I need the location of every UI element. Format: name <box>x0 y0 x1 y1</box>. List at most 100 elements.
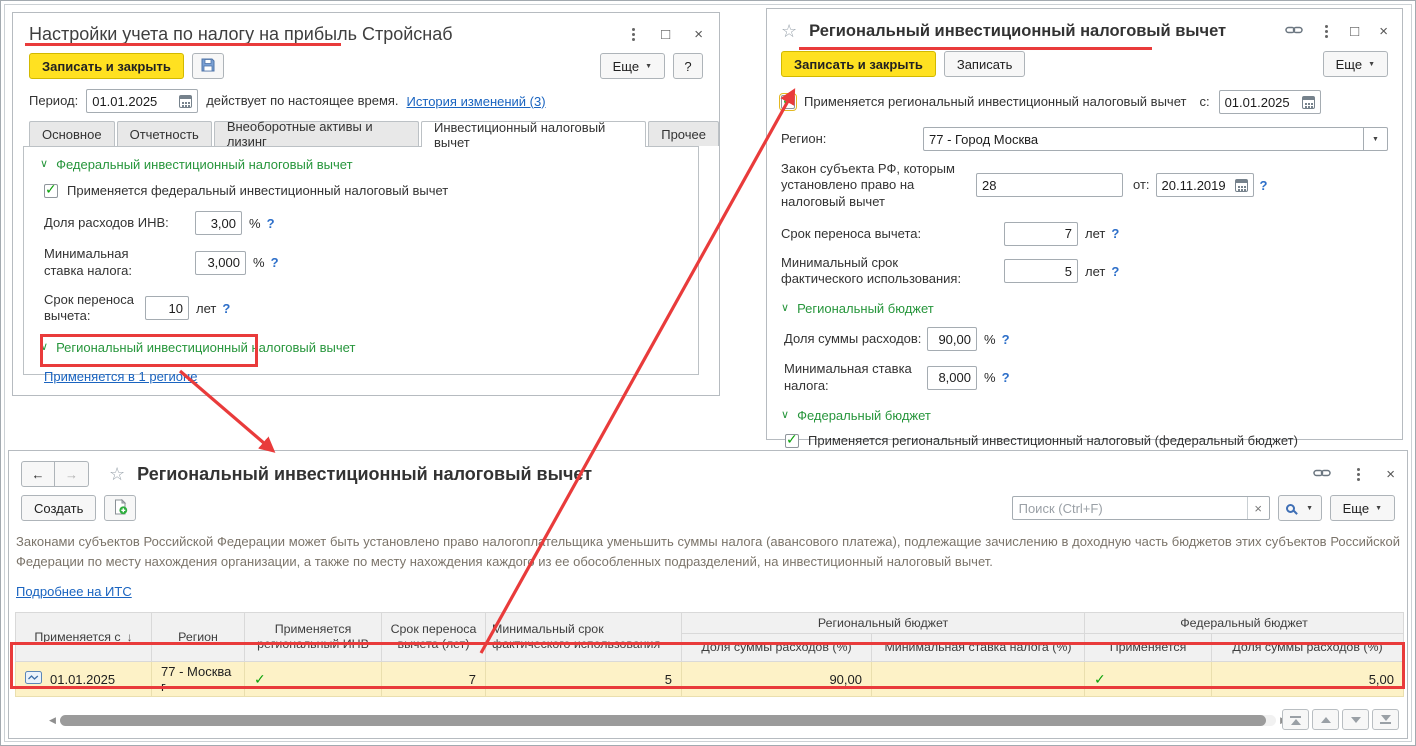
cell-fb-share[interactable]: 5,00 <box>1211 661 1404 697</box>
group-header-federal-budget[interactable]: Федеральный бюджет <box>1084 612 1404 634</box>
help-icon[interactable]: ? <box>1259 177 1268 193</box>
favorite-star-icon[interactable]: ☆ <box>781 21 798 41</box>
description-line: Законами субъектов Российской Федерации … <box>16 534 1400 549</box>
column-header-rb-share[interactable]: Доля суммы расходов (%) <box>681 633 872 662</box>
column-header-regional-inv[interactable]: Применяется региональный ИНВ <box>244 612 382 662</box>
column-header-rb-rate[interactable]: Минимальная ставка налога (%) <box>871 633 1085 662</box>
cell-fb-applies[interactable]: ✓ <box>1084 661 1212 697</box>
help-icon[interactable]: ? <box>270 255 279 270</box>
scroll-left-icon[interactable]: ◀ <box>49 715 56 725</box>
window-profit-tax-settings: Настройки учета по налогу на прибыль Стр… <box>12 12 720 396</box>
column-header-region[interactable]: Регион <box>151 612 245 662</box>
maximize-icon[interactable]: □ <box>1350 22 1360 40</box>
period-input[interactable] <box>92 90 176 112</box>
cell-min-term[interactable]: 5 <box>485 661 682 697</box>
calendar-icon[interactable] <box>1301 95 1315 109</box>
law-number-input[interactable] <box>982 174 1117 197</box>
tab-reporting[interactable]: Отчетность <box>116 121 212 146</box>
more-button[interactable]: Еще ▼ <box>1322 51 1388 77</box>
history-link[interactable]: История изменений (3) <box>406 93 546 109</box>
go-down-button[interactable] <box>1342 709 1369 730</box>
save-close-button[interactable]: Записать и закрыть <box>29 53 184 79</box>
applies-in-regions-link[interactable]: Применяется в 1 регионе <box>44 369 198 385</box>
scrollbar-thumb[interactable] <box>59 715 1267 726</box>
titlebar: Настройки учета по налогу на прибыль Стр… <box>13 13 719 49</box>
min-term-input[interactable] <box>1010 260 1072 282</box>
help-icon[interactable]: ? <box>1001 370 1010 385</box>
section-regional-deduction[interactable]: ∨ Региональный инвестиционный налоговый … <box>40 340 698 355</box>
back-button[interactable]: ← <box>21 461 55 487</box>
create-button[interactable]: Создать <box>21 495 97 521</box>
go-last-button[interactable] <box>1372 709 1399 730</box>
section-federal-budget[interactable]: ∨ Федеральный бюджет <box>781 408 1402 423</box>
section-regional-budget[interactable]: ∨ Региональный бюджет <box>781 301 1402 316</box>
region-dropdown-button[interactable]: ▼ <box>1363 127 1387 151</box>
menu-kebab-icon[interactable] <box>630 26 637 43</box>
search-button[interactable]: ▼ <box>1277 495 1322 521</box>
tab-noncurrent-assets[interactable]: Внеоборотные активы и лизинг <box>213 119 419 149</box>
column-header-applies-from[interactable]: Применяется с ↓ <box>15 612 152 662</box>
clear-search-icon[interactable]: × <box>1246 497 1269 519</box>
fb-applies-checkbox[interactable]: ✓ <box>785 431 799 448</box>
help-icon[interactable]: ? <box>1001 331 1010 347</box>
column-header-min-term[interactable]: Минимальный срок фактического использова… <box>485 612 682 662</box>
chevron-down-icon: ▼ <box>1368 60 1375 68</box>
rb-rate-input[interactable] <box>933 366 971 389</box>
calendar-icon[interactable] <box>1234 178 1248 192</box>
help-icon[interactable]: ? <box>222 300 231 316</box>
save-button[interactable]: Записать <box>943 51 1026 77</box>
carry-term-input[interactable] <box>151 297 183 319</box>
section-federal-deduction[interactable]: ∨ Федеральный инвестиционный налоговый в… <box>40 157 698 172</box>
go-first-button[interactable] <box>1282 709 1309 730</box>
carry-term-input[interactable] <box>1010 222 1072 245</box>
help-button[interactable]: ? <box>673 53 703 79</box>
menu-kebab-icon[interactable] <box>1323 23 1330 40</box>
column-header-fb-share[interactable]: Доля суммы расходов (%) <box>1211 633 1404 662</box>
go-up-button[interactable] <box>1312 709 1339 730</box>
help-icon[interactable]: ? <box>1111 263 1120 279</box>
inv-share-input[interactable] <box>201 212 236 235</box>
favorite-star-icon[interactable]: ☆ <box>109 464 126 484</box>
close-icon[interactable]: × <box>1379 22 1388 40</box>
period-row: Период: действует по настоящее время. Ис… <box>13 79 719 121</box>
calendar-icon[interactable] <box>179 94 193 108</box>
group-header-regional-budget[interactable]: Региональный бюджет <box>681 612 1085 634</box>
link-icon[interactable] <box>1313 466 1331 483</box>
link-icon[interactable] <box>1285 23 1303 40</box>
cell-regional-inv[interactable]: ✓ <box>244 661 382 697</box>
tab-main[interactable]: Основное <box>29 121 115 146</box>
more-button[interactable]: Еще ▼ <box>1329 495 1395 521</box>
save-close-button[interactable]: Записать и закрыть <box>781 51 936 77</box>
table-row[interactable]: 01.01.2025 77 - Москва г ✓ 7 5 90,00 ✓ 5… <box>15 661 1404 697</box>
min-rate-input[interactable] <box>201 251 240 274</box>
column-header-carry-term[interactable]: Срок переноса вычета (лет) <box>381 612 486 662</box>
scrollbar-track[interactable] <box>59 715 1277 726</box>
applies-checkbox[interactable]: ✓ <box>779 92 797 111</box>
more-button[interactable]: Еще ▼ <box>599 53 665 79</box>
close-icon[interactable]: × <box>694 25 703 43</box>
forward-button[interactable]: → <box>55 461 89 487</box>
help-icon[interactable]: ? <box>1111 226 1120 242</box>
save-icon-button[interactable] <box>191 53 224 79</box>
its-link[interactable]: Подробнее на ИТС <box>16 584 132 599</box>
rb-share-input[interactable] <box>933 328 971 351</box>
create-copy-button[interactable] <box>104 495 137 521</box>
tab-other[interactable]: Прочее <box>648 121 719 146</box>
cell-rb-rate[interactable] <box>871 661 1085 697</box>
search-input[interactable] <box>1012 500 1247 516</box>
cell-carry-term[interactable]: 7 <box>381 661 486 697</box>
close-icon[interactable]: × <box>1386 465 1395 483</box>
region-combo-input[interactable] <box>929 128 1363 150</box>
tab-investment-deduction[interactable]: Инвестиционный налоговый вычет <box>420 120 647 150</box>
cell-applies-from[interactable]: 01.01.2025 <box>15 661 152 697</box>
applies-from-input[interactable] <box>1224 91 1298 113</box>
help-icon[interactable]: ? <box>266 215 275 231</box>
federal-applies-checkbox[interactable]: ✓ <box>44 181 58 199</box>
menu-kebab-icon[interactable] <box>1355 466 1362 483</box>
cell-region[interactable]: 77 - Москва г <box>151 661 245 697</box>
law-date-input[interactable] <box>1161 174 1231 197</box>
column-header-fb-applies[interactable]: Применяется <box>1084 633 1212 662</box>
cell-rb-share[interactable]: 90,00 <box>681 661 872 697</box>
maximize-icon[interactable]: □ <box>661 25 671 43</box>
unit-label: % <box>984 370 996 385</box>
